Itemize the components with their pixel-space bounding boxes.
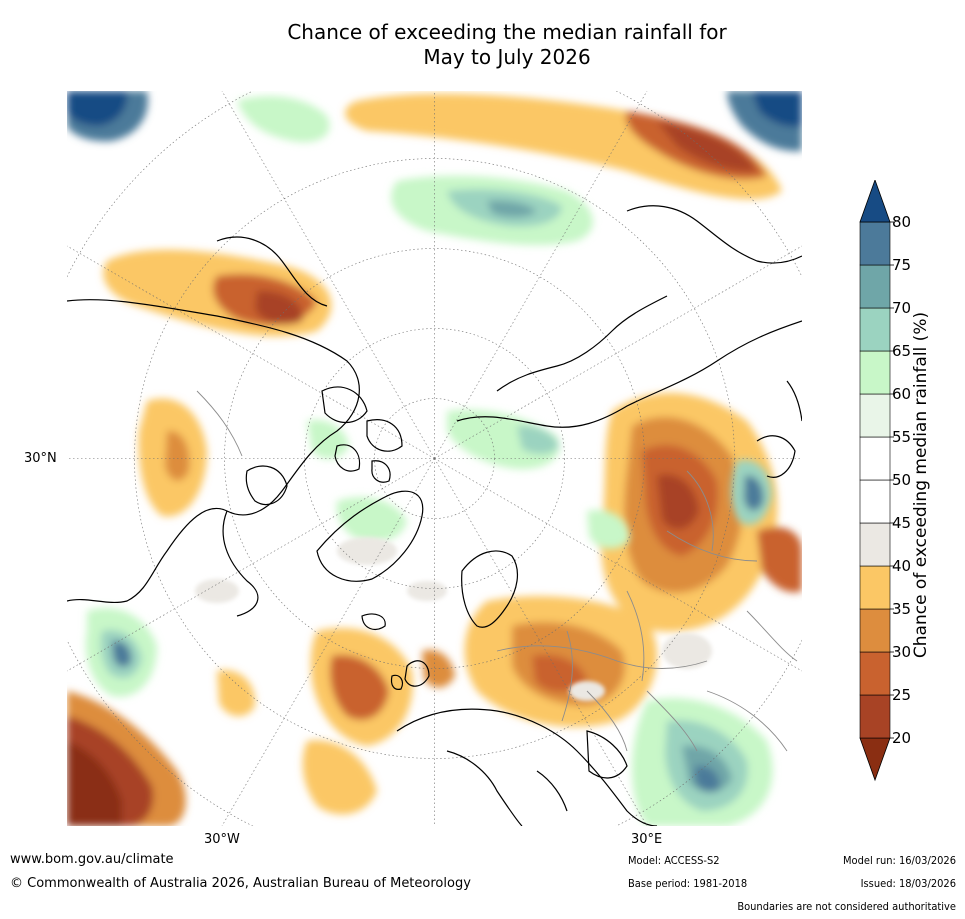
footer-base-period: Base period: 1981-2018 [628, 877, 748, 890]
footer-copyright: © Commonwealth of Australia 2026, Austra… [10, 876, 471, 891]
footer-disclaimer: Boundaries are not considered authoritat… [737, 900, 956, 913]
colorbar-bin [859, 479, 891, 524]
colorbar-tick-label: 65 [892, 342, 911, 360]
colorbar-tick-label: 50 [892, 471, 911, 489]
colorbar-title: Chance of exceeding median rainfall (%) [911, 311, 931, 659]
graticule [67, 91, 802, 826]
map-canvas [67, 91, 802, 826]
lat-label-30n: 30°N [24, 451, 57, 466]
greenland-coast [316, 490, 424, 582]
coastlines [67, 205, 802, 826]
colorbar-bin [859, 393, 891, 438]
scandinavia-coast [461, 550, 519, 628]
footer-model-run: Model run: 16/03/2026 [843, 854, 956, 867]
colorbar-tick-label: 40 [892, 557, 911, 575]
colorbar-bin [859, 350, 891, 395]
colorbar-bin [859, 565, 891, 610]
colorbar-tick-label: 55 [892, 428, 911, 446]
footer-issued: Issued: 18/03/2026 [860, 877, 956, 890]
colorbar-svg: 20 25 30 35 40 45 50 55 60 65 70 75 80 [859, 178, 911, 782]
rainfall-map [67, 91, 802, 826]
colorbar-bin [859, 651, 891, 696]
lon-label-30e: 30°E [631, 832, 663, 847]
colorbar-tick-label: 25 [892, 686, 911, 704]
chart-title: Chance of exceeding the median rainfall … [0, 20, 965, 70]
colorbar-tick-label: 20 [892, 729, 911, 747]
colorbar-tick-label: 80 [892, 213, 911, 231]
above-median-areas [67, 91, 802, 826]
footer-model: Model: ACCESS-S2 [628, 854, 720, 867]
colorbar-tick-label: 35 [892, 600, 911, 618]
colorbar-extend-low [859, 737, 891, 782]
colorbar-tick-label: 30 [892, 643, 911, 661]
footer-url[interactable]: www.bom.gov.au/climate [10, 852, 174, 867]
country-borders [196, 390, 798, 752]
lon-label-30w: 30°W [204, 832, 240, 847]
colorbar-bin [859, 436, 891, 481]
colorbar-bin [859, 694, 891, 739]
colorbar-tick-label: 45 [892, 514, 911, 532]
colorbar-bin [859, 264, 891, 309]
colorbar-bin [859, 221, 891, 266]
colorbar: 20 25 30 35 40 45 50 55 60 65 70 75 80 [855, 178, 965, 790]
colorbar-tick-label: 75 [892, 256, 911, 274]
colorbar-bin [859, 608, 891, 653]
colorbar-bin [859, 307, 891, 352]
near-normal-areas [195, 537, 712, 701]
colorbar-extend-high [859, 178, 891, 223]
colorbar-tick-label: 60 [892, 385, 911, 403]
colorbar-tick-label: 70 [892, 299, 911, 317]
title-line-1: Chance of exceeding the median rainfall … [287, 20, 727, 44]
title-line-2: May to July 2026 [423, 45, 591, 69]
colorbar-bin [859, 522, 891, 567]
